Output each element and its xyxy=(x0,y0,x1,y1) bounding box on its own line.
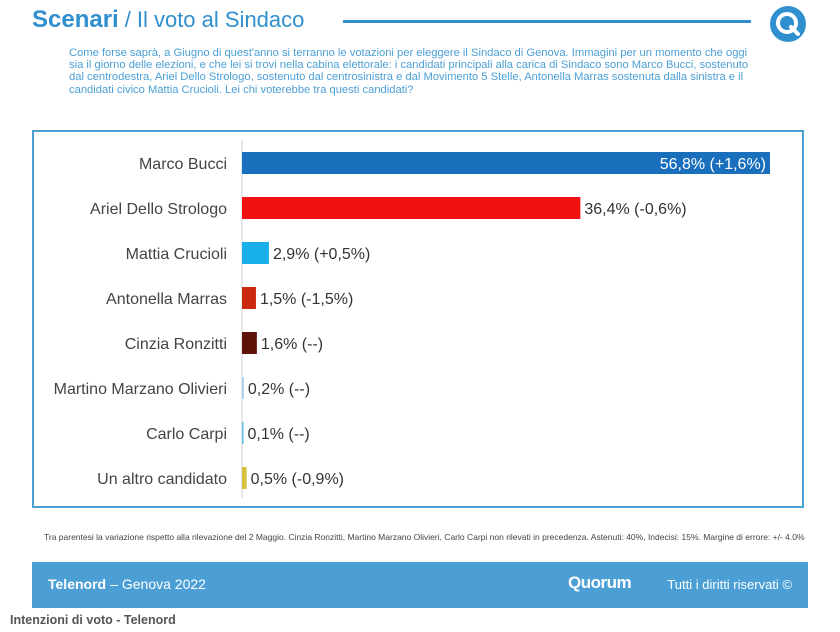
survey-question: Come forse saprà, a Giugno di quest'anno… xyxy=(69,47,749,96)
category-label: Marco Bucci xyxy=(139,156,227,173)
value-label: 1,5% (-1,5%) xyxy=(260,291,353,308)
title-subject: Il voto al Sindaco xyxy=(136,7,305,32)
bar xyxy=(242,287,256,309)
header-divider xyxy=(343,20,751,23)
bar xyxy=(242,467,247,489)
footer-rights: Tutti i diritti riservati © xyxy=(667,577,792,592)
bar xyxy=(242,332,257,354)
value-label: 0,2% (--) xyxy=(248,381,310,398)
value-label: 0,5% (-0,9%) xyxy=(251,471,344,488)
category-label: Un altro candidato xyxy=(97,471,227,488)
title-separator: / xyxy=(124,7,131,32)
title-scenari: Scenari xyxy=(32,6,119,33)
footnote: Tra parentesi la variazione rispetto all… xyxy=(44,532,805,542)
bar xyxy=(242,242,269,264)
bar xyxy=(242,377,244,399)
value-label: 2,9% (+0,5%) xyxy=(273,246,370,263)
category-label: Antonella Marras xyxy=(106,291,227,308)
category-label: Ariel Dello Strologo xyxy=(90,201,227,218)
footer-subtitle: Genova 2022 xyxy=(121,576,206,592)
chart-panel: Marco Bucci 56,8% (+1,6%) Ariel Dello Stro… xyxy=(32,130,804,508)
footer-dash: – xyxy=(110,576,118,592)
value-label: 56,8% (+1,6%) xyxy=(660,156,766,173)
quorum-q-logo-icon xyxy=(770,6,806,42)
value-label: 0,1% (--) xyxy=(248,426,310,443)
footer-brand: Telenord xyxy=(48,576,107,592)
bar xyxy=(242,197,581,219)
category-label: Mattia Crucioli xyxy=(126,246,227,263)
category-label: Cinzia Ronzitti xyxy=(125,336,227,353)
category-label: Martino Marzano Olivieri xyxy=(54,381,227,398)
footer-bar: Telenord – Genova 2022 Quorum Tutti i diri… xyxy=(32,562,808,608)
value-label: 1,6% (--) xyxy=(261,336,323,353)
value-label: 36,4% (-0,6%) xyxy=(584,201,686,218)
page-title: Scenari / Il voto al Sindaco xyxy=(32,6,304,38)
bar xyxy=(242,152,770,174)
quorum-logo: Quorum xyxy=(568,573,632,592)
category-label: Carlo Carpi xyxy=(146,426,227,443)
footer-left: Telenord – Genova 2022 xyxy=(48,576,206,592)
image-caption: Intenzioni di voto - Telenord xyxy=(10,613,176,627)
bar xyxy=(242,422,244,444)
bar-chart: Marco Bucci 56,8% (+1,6%) Ariel Dello Stro… xyxy=(54,140,770,498)
